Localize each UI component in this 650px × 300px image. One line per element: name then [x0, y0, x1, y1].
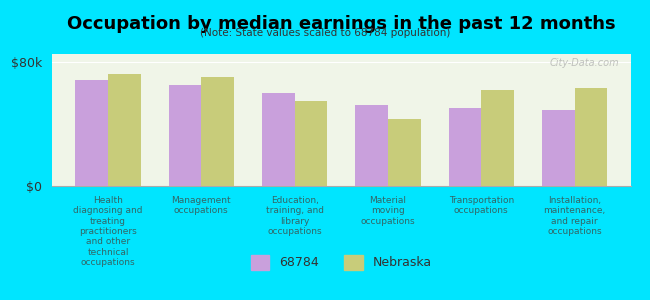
Bar [168, 85, 202, 186]
Bar [108, 74, 140, 186]
Bar [294, 100, 327, 186]
Legend: 68784, Nebraska: 68784, Nebraska [246, 250, 437, 275]
Bar [75, 80, 108, 186]
Bar [356, 105, 388, 186]
Bar [262, 93, 294, 186]
Bar [448, 108, 481, 186]
Bar [542, 110, 575, 186]
Bar [202, 77, 234, 186]
Bar [575, 88, 607, 186]
Bar [388, 119, 421, 186]
Text: (Note: State values scaled to 68784 population): (Note: State values scaled to 68784 popu… [200, 28, 450, 38]
Text: City-Data.com: City-Data.com [549, 58, 619, 68]
Bar [481, 90, 514, 186]
Title: Occupation by median earnings in the past 12 months: Occupation by median earnings in the pas… [67, 15, 616, 33]
